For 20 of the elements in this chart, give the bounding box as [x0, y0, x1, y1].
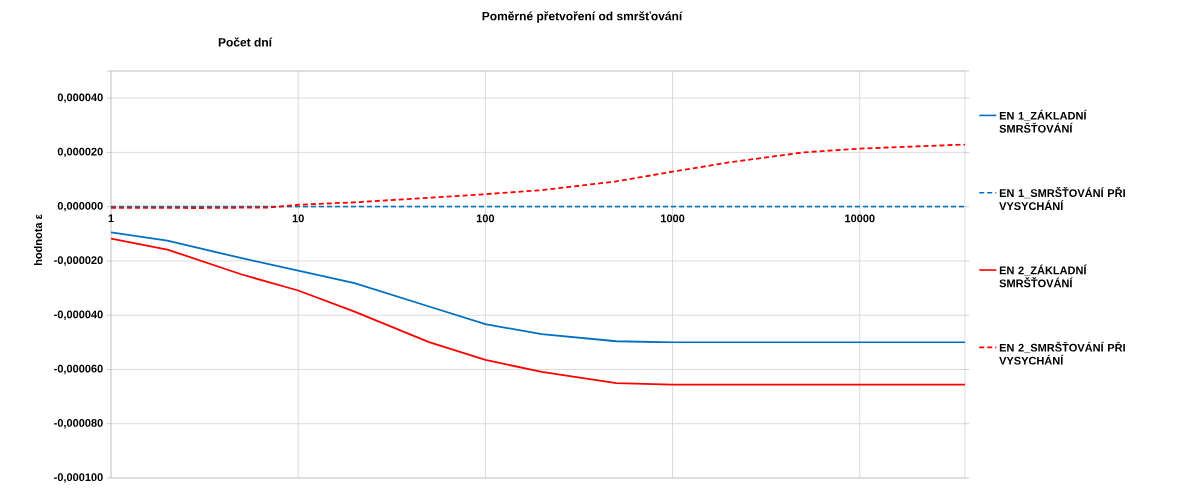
x-tick-label: 100 — [476, 214, 495, 223]
y-tick-label: 0,000040 — [57, 93, 103, 103]
y-tick-label: -0,000040 — [54, 310, 103, 320]
x-tick-label: 10 — [292, 214, 304, 223]
legend-label: EN 1_ZÁKLADNÍ SMRŠŤOVÁNÍ — [999, 109, 1087, 133]
y-tick-label: 0,000020 — [57, 147, 103, 158]
y-tick-label: -0,000080 — [54, 419, 103, 429]
x-tick-label: 1 — [108, 214, 114, 223]
x-tick-label: 1000 — [661, 214, 685, 223]
y-tick-label: -0,000100 — [54, 473, 103, 483]
legend-label: EN 2_SMRŠŤOVÁNÍ PŘI VYSYCHÁNÍ — [999, 341, 1125, 365]
chart-title: Poměrné přetvoření od smršťování — [482, 11, 683, 23]
y-tick-label: -0,000060 — [54, 364, 103, 375]
x-tick-label: 10000 — [845, 214, 875, 223]
y-tick-label: -0,000020 — [54, 256, 103, 266]
x-axis-title: Počet dní — [218, 37, 273, 47]
legend-label: EN 2_ZÁKLADNÍ SMRŠŤOVÁNÍ — [999, 264, 1087, 288]
y-axis-title: hodnota ε — [33, 214, 43, 266]
legend-label: EN 1_SMRŠŤOVÁNÍ PŘI VYSYCHÁNÍ — [999, 187, 1125, 211]
y-tick-label: 0,000000 — [57, 201, 103, 212]
